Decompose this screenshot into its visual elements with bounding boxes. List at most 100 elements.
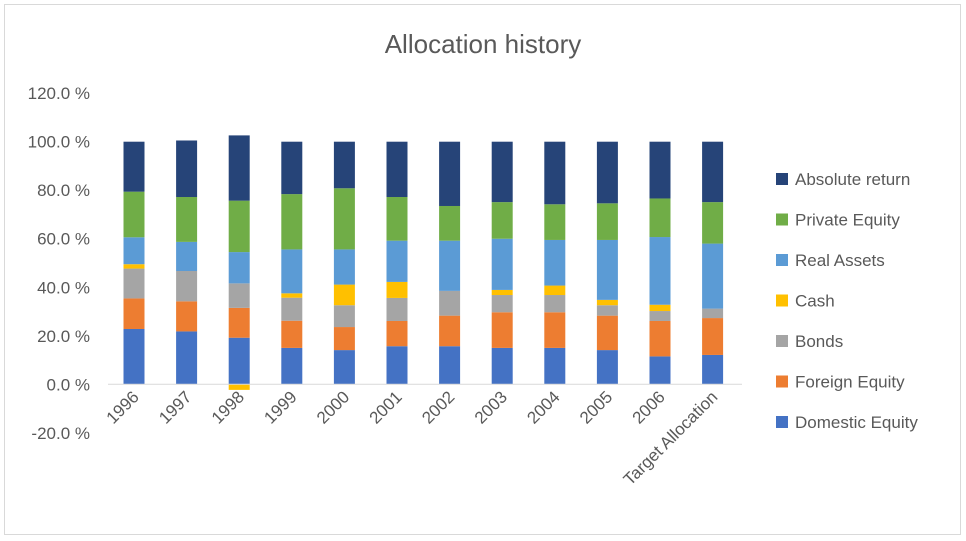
legend: Absolute return Private Equity Real Assets… [776,170,918,432]
bar-segment-cash [386,281,408,298]
bar-segment-private-equity [439,205,461,241]
bar-segment-cash [281,293,303,298]
bar-segment-real-assets [386,240,408,282]
bar-segment-foreign-equity [649,320,671,357]
bar-segment-cash [596,299,618,306]
x-tick-label: 1997 [155,387,195,427]
legend-label: Private Equity [795,211,900,230]
bar-segment-absolute-return [281,141,303,195]
bar-segment-private-equity [544,204,566,240]
bar-segment-cash [333,284,355,306]
legend-label: Absolute return [795,170,910,189]
x-tick-label: 1999 [260,387,300,427]
y-tick-label: 60.0 % [37,230,90,249]
y-tick-label: 20.0 % [37,327,90,346]
bar-segment-absolute-return [386,141,408,198]
y-axis: -20.0 % 0.0 % 20.0 % 40.0 % 60.0 % 80.0 % 100.… [28,84,90,443]
bar-segment-absolute-return [333,141,355,189]
y-tick-label: 40.0 % [37,278,90,297]
bar-segment-bonds [596,305,618,316]
bar-segment-bonds [544,295,566,313]
legend-label: Real Assets [795,251,885,270]
legend-label: Domestic Equity [795,413,918,432]
legend-swatch [776,294,788,307]
y-tick-label: 80.0 % [37,181,90,200]
y-tick-label: 120.0 % [28,84,90,103]
bar-segment-bonds [649,311,671,321]
bar-segment-cash [649,304,671,312]
bar-segment-domestic-equity [281,347,303,385]
bar-segment-absolute-return [596,141,618,204]
y-tick-label: 100.0 % [28,133,90,152]
x-tick-label: 2003 [471,387,511,427]
bar-segment-real-assets [228,252,250,284]
bar-segment-bonds [281,297,303,321]
bar-segment-foreign-equity [281,320,303,348]
legend-swatch [776,375,788,388]
bar-segment-real-assets [491,238,513,290]
bar-segment-cash [491,289,513,296]
bar-segment-absolute-return [228,135,250,201]
bar-segment-domestic-equity [176,331,198,385]
x-tick-label: 2001 [366,387,406,427]
bar-segment-foreign-equity [123,298,145,329]
bar-segment-private-equity [228,200,250,253]
bar-segment-cash [544,285,566,296]
bar-segment-foreign-equity [702,318,724,355]
bar-segment-domestic-equity [228,337,250,385]
chart-frame [4,4,961,535]
bar-segment-foreign-equity [544,312,566,348]
bar-segment-domestic-equity [702,354,724,385]
bar-segment-private-equity [281,194,303,250]
bar-segment-absolute-return [176,140,198,198]
bar-segment-real-assets [281,249,303,294]
bar-segment-real-assets [596,239,618,300]
bar-segment-cash [228,384,250,390]
bar-segment-absolute-return [649,141,671,199]
bar-segment-foreign-equity [333,327,355,351]
legend-swatch [776,173,788,185]
bar-segment-domestic-equity [123,328,145,385]
bar-segment-bonds [176,271,198,302]
bar-segment-private-equity [123,191,145,238]
bar-segment-domestic-equity [596,350,618,385]
x-tick-label: Target Allocation [620,387,722,489]
bar-segment-absolute-return [123,141,145,192]
bar-segment-bonds [333,305,355,328]
x-tick-label: 2005 [576,387,616,427]
bar-segment-bonds [439,290,461,316]
x-tick-label: 2006 [629,387,669,427]
bar-segment-bonds [702,308,724,319]
x-tick-label: 2004 [523,387,563,427]
chart-title: Allocation history [385,29,582,59]
bar-segment-foreign-equity [439,315,461,347]
bar-segment-foreign-equity [596,315,618,351]
bar-segment-domestic-equity [439,346,461,385]
bar-segment-bonds [386,297,408,321]
y-tick-label: -20.0 % [31,424,90,443]
legend-swatch [776,416,788,428]
bar-segment-private-equity [386,197,408,241]
bar-segment-bonds [228,283,250,308]
bar-segment-private-equity [596,203,618,240]
x-axis: 1996 1997 1998 1999 2000 2001 2002 2003 2004 2005… [103,387,722,489]
bar-segment-absolute-return [439,141,461,206]
bar-segment-private-equity [649,198,671,238]
legend-swatch [776,335,788,347]
bar-segment-domestic-equity [386,346,408,385]
bar-segment-private-equity [333,188,355,250]
bar-segment-real-assets [176,241,198,272]
bar-segment-cash [123,264,145,269]
bar-segment-real-assets [123,237,145,265]
bar-segment-absolute-return [491,141,513,203]
x-tick-label: 2002 [418,387,458,427]
bar-segment-absolute-return [702,141,724,203]
bar-segment-private-equity [702,202,724,244]
bar-segment-bonds [123,268,145,299]
bar-segment-bonds [491,295,513,313]
bar-segment-absolute-return [544,141,566,205]
bar-segment-foreign-equity [228,307,250,338]
bar-segment-real-assets [702,243,724,309]
bar-segment-private-equity [176,197,198,242]
